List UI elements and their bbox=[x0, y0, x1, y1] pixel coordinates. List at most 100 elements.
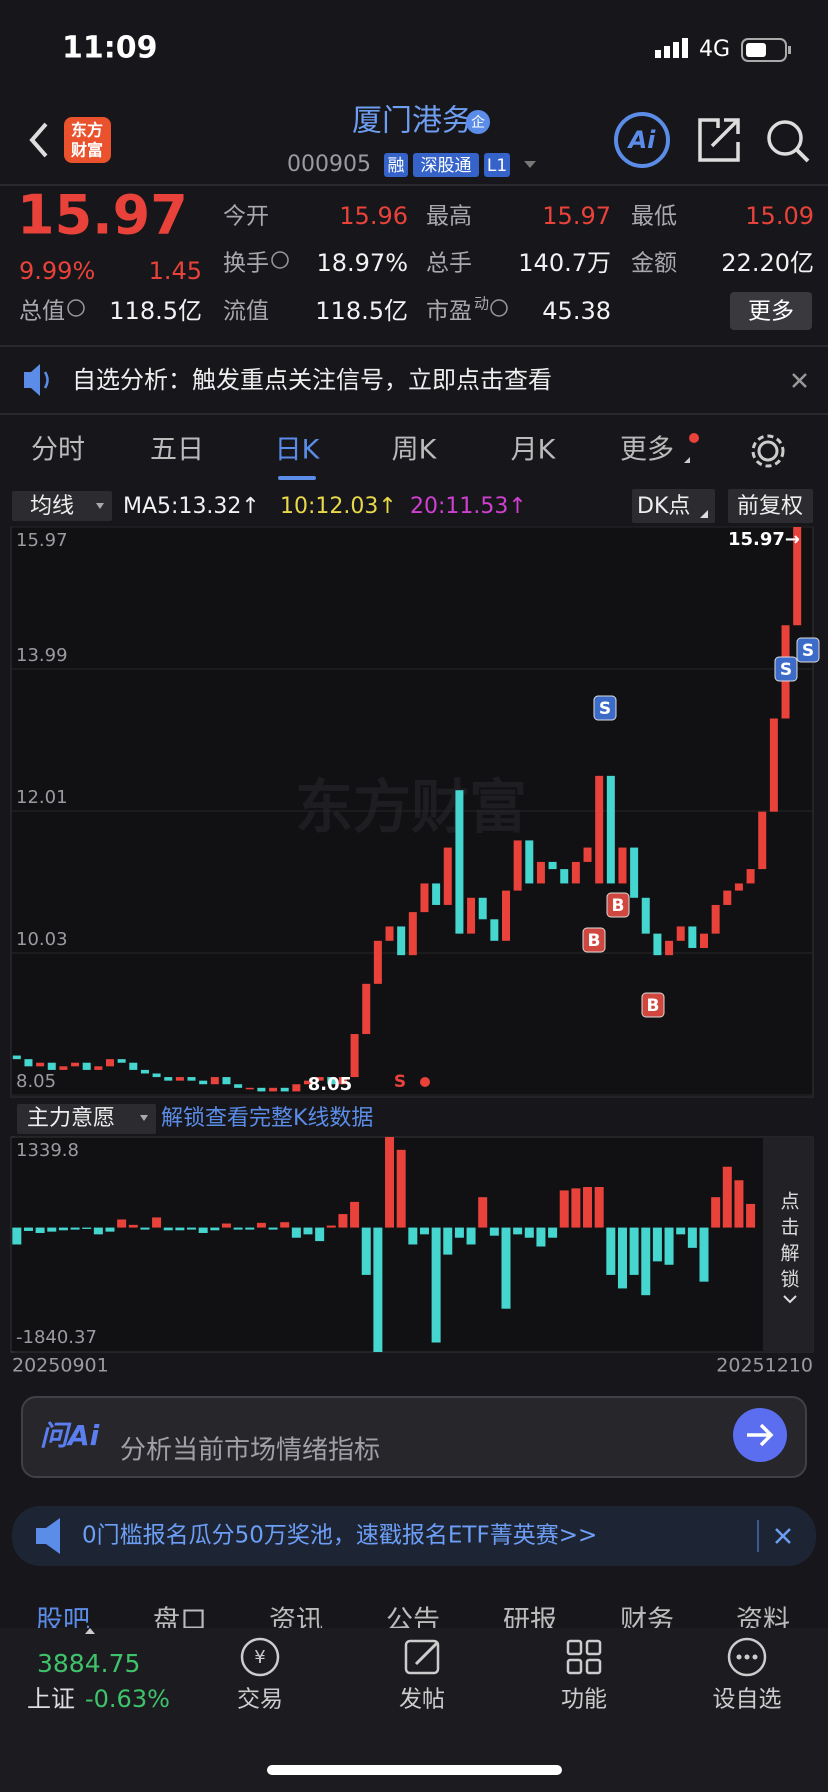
more-button[interactable] bbox=[730, 292, 812, 330]
candle bbox=[47, 1062, 56, 1070]
flow-bar bbox=[536, 1227, 546, 1247]
flow-bar bbox=[396, 1149, 406, 1228]
candle bbox=[734, 883, 743, 891]
ai-placeholder: 分析当前市场情绪指标 bbox=[120, 1436, 380, 1466]
flow-bar bbox=[664, 1227, 674, 1265]
y-tick-label: 15.97 bbox=[16, 530, 68, 551]
signal[interactable]: S bbox=[802, 641, 814, 661]
tab[interactable]: 更多 bbox=[620, 435, 674, 466]
candle bbox=[769, 718, 778, 812]
flow-bar bbox=[652, 1227, 662, 1262]
candle bbox=[152, 1073, 161, 1078]
signal-box bbox=[606, 892, 630, 918]
candle bbox=[700, 933, 708, 948]
share-button[interactable] bbox=[698, 118, 740, 162]
nav-item[interactable]: 设自选 bbox=[713, 1687, 782, 1713]
tab[interactable]: 周K bbox=[392, 435, 438, 466]
tag: 深股通 bbox=[421, 156, 472, 176]
settings[interactable] bbox=[757, 440, 779, 462]
notice-text[interactable]: 自选分析：触发重点关注信号，立即点击查看 bbox=[72, 366, 552, 394]
candle bbox=[338, 1077, 347, 1085]
signal[interactable]: B bbox=[612, 896, 625, 916]
stat-value: 15.96 bbox=[339, 202, 408, 230]
info-icon[interactable] bbox=[271, 251, 289, 269]
flow-bar bbox=[419, 1227, 429, 1235]
candle bbox=[187, 1077, 196, 1081]
info-icon[interactable] bbox=[67, 299, 85, 317]
flow-bar bbox=[117, 1219, 127, 1228]
candle bbox=[793, 527, 802, 626]
y-tick-label: 8.05 bbox=[16, 1071, 56, 1092]
unlock-overlay[interactable] bbox=[763, 1137, 813, 1352]
status-time: 11:09 bbox=[62, 31, 158, 66]
flow-bar bbox=[280, 1222, 290, 1228]
ma-selector[interactable] bbox=[12, 491, 112, 521]
ai-button[interactable] bbox=[614, 112, 670, 168]
candle bbox=[630, 847, 639, 898]
signal[interactable]: S bbox=[780, 660, 792, 680]
banner[interactable] bbox=[12, 1506, 816, 1566]
overlay-char: 击 bbox=[780, 1217, 799, 1239]
stat-value: 15.09 bbox=[745, 202, 814, 230]
nav-item[interactable]: 功能 bbox=[561, 1687, 607, 1713]
signal[interactable]: S bbox=[394, 1072, 406, 1092]
stat-label: 今开 bbox=[223, 204, 269, 230]
stat-label: 总手 bbox=[426, 251, 472, 277]
tab[interactable]: 月K bbox=[511, 435, 557, 466]
ai-input[interactable] bbox=[21, 1396, 807, 1478]
watermark: 东方财富 bbox=[295, 773, 527, 841]
signal[interactable]: B bbox=[588, 931, 601, 951]
candle bbox=[106, 1059, 114, 1067]
candle bbox=[478, 897, 487, 920]
unlock-link[interactable]: 解锁查看完整K线数据 bbox=[161, 1106, 373, 1131]
signal[interactable]: B bbox=[647, 996, 660, 1016]
change-pct: 9.99% bbox=[19, 257, 95, 285]
flow-bar bbox=[187, 1227, 197, 1230]
tab[interactable]: 五日 bbox=[150, 435, 204, 466]
overlay-char: 解 bbox=[780, 1243, 799, 1265]
banner-close[interactable] bbox=[775, 1528, 791, 1544]
tab[interactable]: 日K bbox=[275, 435, 321, 466]
candle bbox=[432, 883, 441, 905]
flow-bar bbox=[128, 1224, 138, 1228]
flow-bar bbox=[443, 1227, 453, 1255]
flow-bar bbox=[198, 1227, 208, 1233]
candle bbox=[385, 926, 394, 941]
bottom-bar bbox=[0, 1628, 828, 1792]
candle bbox=[560, 869, 569, 884]
ai-label: Ai bbox=[627, 126, 657, 154]
candle bbox=[315, 1077, 324, 1081]
flow-bar bbox=[105, 1227, 115, 1232]
candle bbox=[525, 840, 534, 884]
back-button[interactable] bbox=[29, 122, 48, 158]
ma-selector-label: 均线 bbox=[30, 494, 74, 519]
candle bbox=[595, 775, 604, 884]
index-value[interactable]: 3884.75 bbox=[37, 1649, 140, 1678]
nav-item[interactable]: 交易 bbox=[237, 1687, 283, 1713]
adjust-button[interactable] bbox=[728, 489, 813, 523]
dk-button[interactable] bbox=[632, 489, 715, 523]
flow-selector[interactable] bbox=[17, 1104, 156, 1134]
stat-label: 最低 bbox=[631, 204, 677, 230]
candle bbox=[82, 1062, 91, 1070]
flow-bar bbox=[699, 1227, 709, 1282]
flow-bar bbox=[431, 1227, 441, 1343]
notice-close[interactable] bbox=[792, 373, 807, 388]
flow-bar bbox=[489, 1227, 499, 1236]
tab[interactable]: 分时 bbox=[31, 435, 85, 466]
y-tick-label: 12.01 bbox=[16, 787, 68, 808]
flow-bar bbox=[385, 1137, 395, 1228]
change: 1.45 bbox=[149, 257, 202, 285]
nav-item[interactable]: 发帖 bbox=[399, 1687, 445, 1713]
price: 15.97 bbox=[17, 184, 188, 247]
candle bbox=[408, 912, 417, 956]
flow-bar bbox=[676, 1227, 686, 1235]
signal[interactable]: S bbox=[599, 699, 611, 719]
candle bbox=[455, 790, 464, 934]
flow-bar bbox=[140, 1227, 150, 1230]
flow-bar bbox=[245, 1227, 255, 1230]
info-icon[interactable] bbox=[490, 299, 508, 317]
tag: 融 bbox=[388, 156, 405, 176]
search-button[interactable] bbox=[767, 120, 803, 156]
flow-bar bbox=[454, 1227, 464, 1238]
